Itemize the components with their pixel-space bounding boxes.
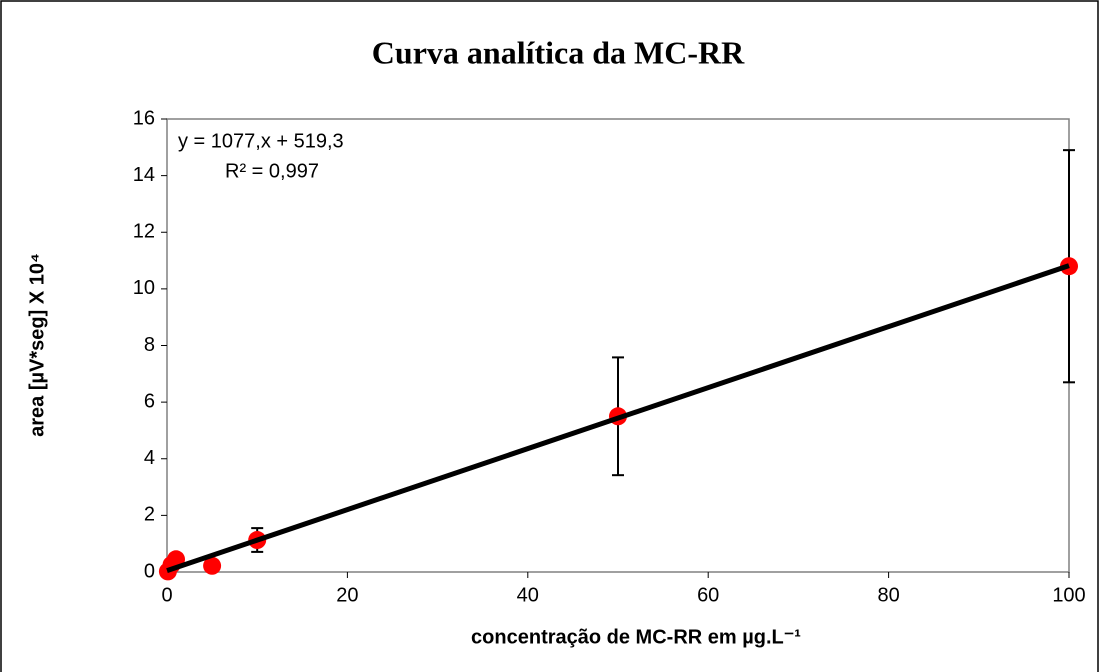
y-tick-label: 2 [144, 504, 155, 526]
y-tick-label: 10 [133, 277, 155, 299]
y-axis-label: area [µV*seg] X 10⁴ [26, 253, 48, 437]
x-tick-label: 100 [1052, 584, 1085, 606]
y-tick-label: 4 [144, 447, 155, 469]
trendline [166, 263, 1070, 573]
y-tick-label: 6 [144, 390, 155, 412]
x-tick-label: 80 [877, 584, 899, 606]
chart-title: Curva analítica da MC-RR [372, 34, 745, 70]
x-tick-label: 40 [517, 584, 539, 606]
y-tick-label: 0 [144, 560, 155, 582]
x-tick-label: 0 [161, 584, 172, 606]
y-tick-label: 16 [133, 107, 155, 129]
x-tick-label: 20 [336, 584, 358, 606]
y-tick-label: 14 [133, 164, 155, 186]
x-axis-label: concentração de MC-RR em µg.L⁻¹ [471, 626, 801, 648]
equation: y = 1077,x + 519,3 [178, 130, 344, 152]
y-tick-label: 8 [144, 334, 155, 356]
r-squared: R² = 0,997 [225, 160, 319, 182]
x-tick-label: 60 [697, 584, 719, 606]
data-point [203, 556, 222, 575]
y-tick-label: 12 [133, 221, 155, 243]
